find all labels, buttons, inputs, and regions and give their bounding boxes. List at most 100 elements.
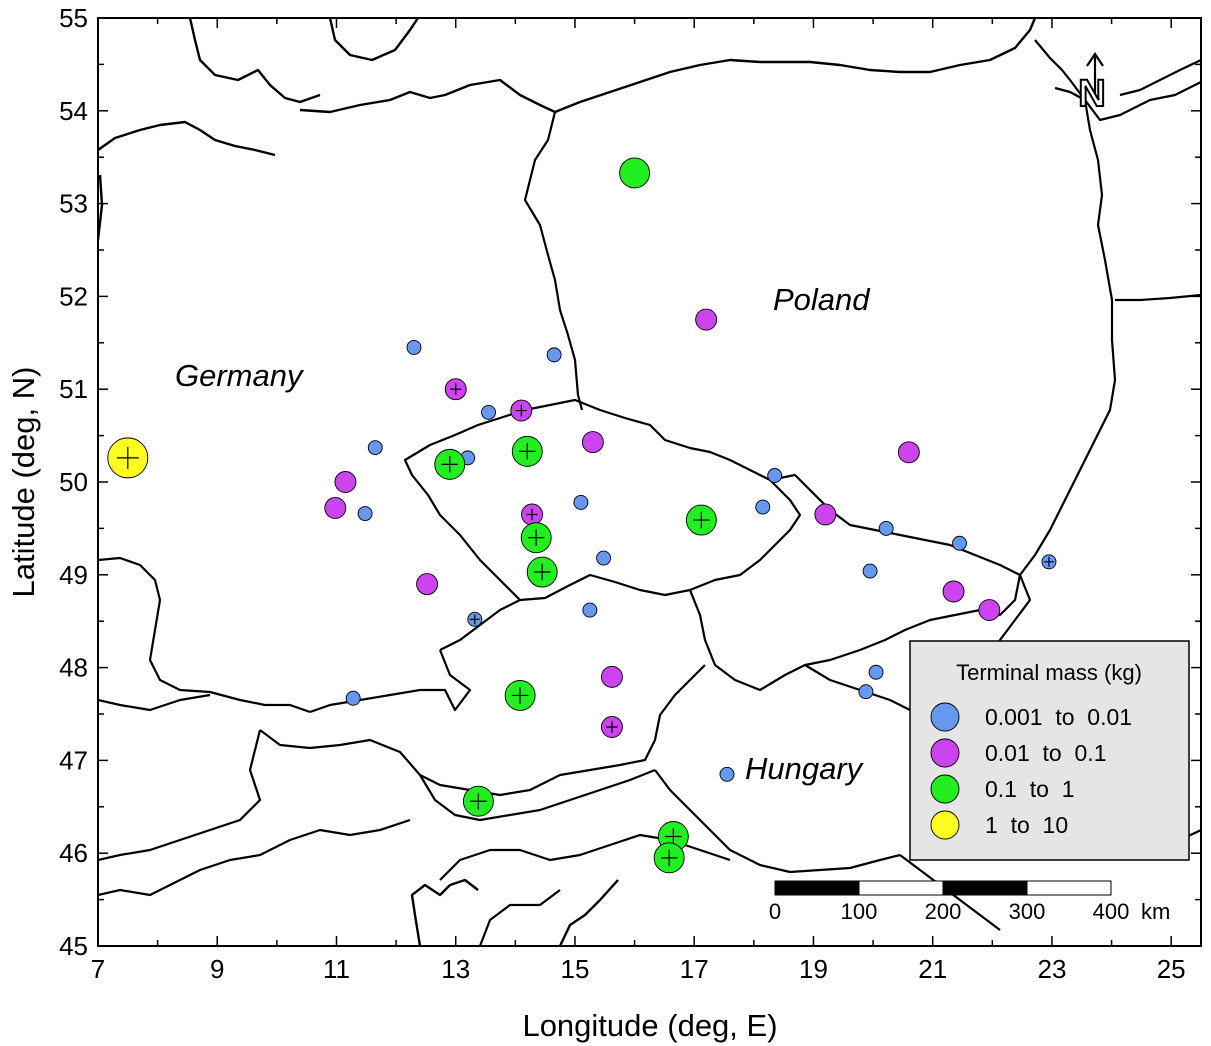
meteorite-marker	[978, 599, 1001, 622]
meteorite-marker	[862, 563, 878, 579]
y-tick-label: 46	[59, 838, 88, 868]
meteorite-point	[600, 665, 623, 688]
y-tick-label: 50	[59, 467, 88, 497]
cross-marker	[533, 563, 551, 581]
cross-marker	[470, 792, 487, 810]
coastline-adriatic	[410, 878, 619, 946]
north-arrow-icon	[1086, 52, 1104, 100]
meteorite-point	[695, 308, 718, 331]
x-tick-label: 15	[561, 954, 590, 984]
meteorite-point	[546, 347, 562, 363]
meteorite-marker	[367, 440, 383, 456]
meteorite-point	[334, 471, 357, 493]
y-axis-title: Latitude (deg, N)	[6, 367, 41, 598]
x-tick-label: 19	[799, 954, 828, 984]
meteorite-point	[520, 522, 552, 554]
cross-marker	[606, 721, 618, 733]
coastline-baltic	[299, 18, 1037, 114]
axis-ticks	[97, 17, 1201, 947]
meteorite-points	[107, 157, 1057, 874]
meteorite-point	[1041, 554, 1057, 570]
cross-marker	[665, 828, 682, 845]
meteorite-point	[619, 157, 651, 189]
x-tick-label: 17	[680, 954, 709, 984]
coastline-north-sea	[98, 120, 276, 241]
meteorite-point	[862, 563, 878, 579]
cross-marker	[515, 404, 528, 417]
meteorite-marker	[324, 497, 347, 519]
meteorite-point	[582, 602, 598, 618]
x-tick-label: 11	[323, 954, 350, 984]
meteorite-point	[581, 431, 604, 454]
meteorite-point	[573, 494, 589, 510]
meteorite-marker	[582, 602, 598, 618]
y-tick-label: 53	[59, 189, 88, 219]
cross-marker	[441, 456, 459, 473]
country-label-poland: Poland	[773, 282, 871, 317]
meteorite-marker	[596, 550, 612, 566]
cross-marker	[1043, 556, 1054, 567]
border-germany-west	[98, 556, 311, 714]
meteorite-point	[107, 437, 149, 479]
meteorite-point	[600, 716, 623, 738]
legend-entry: 0.01 to 0.1	[930, 738, 1106, 768]
meteorite-marker	[695, 308, 718, 331]
legend-label: 0.001 to 0.01	[985, 704, 1132, 730]
meteorite-marker	[952, 535, 967, 551]
meteorite-point	[345, 690, 361, 706]
scale-bar-label: 100	[841, 899, 878, 924]
north-arrow: N	[1077, 52, 1107, 116]
scale-bar-labels: 0 100 200 300 400	[769, 899, 1129, 924]
meteorite-point	[814, 503, 837, 526]
meteorite-point	[685, 504, 717, 536]
meteorite-point	[526, 556, 558, 588]
x-tick-label: 25	[1157, 954, 1186, 984]
coastline-denmark	[188, 18, 419, 104]
scale-bar-label: 300	[1009, 899, 1046, 924]
meteorite-point	[596, 550, 612, 566]
border-poland-east	[1019, 99, 1117, 576]
meteorite-point	[897, 441, 920, 464]
legend-marker	[930, 702, 960, 732]
y-tick-label: 49	[59, 560, 88, 590]
border-austria	[259, 599, 706, 797]
x-tick-label: 23	[1037, 954, 1066, 984]
scale-bar-unit: km	[1141, 899, 1170, 924]
meteorite-marker	[897, 441, 920, 464]
border-czech	[403, 398, 802, 602]
legend-label: 0.1 to 1	[985, 776, 1075, 802]
scale-bar-label: 0	[769, 899, 781, 924]
meteorite-point	[444, 378, 467, 401]
country-label-hungary: Hungary	[745, 751, 865, 786]
scale-bar-label: 400	[1093, 899, 1130, 924]
legend-marker	[930, 810, 960, 840]
meteorite-point	[481, 404, 496, 420]
legend-entries: 0.001 to 0.01 0.01 to 0.1 0.1 to 1 1 to 10	[930, 702, 1132, 840]
meteorite-point	[952, 535, 967, 551]
meteorite-point	[878, 520, 894, 536]
cross-marker	[693, 511, 710, 529]
y-tick-label: 51	[59, 374, 88, 404]
cross-marker	[469, 614, 480, 625]
legend-entry: 0.1 to 1	[930, 774, 1075, 804]
meteorite-point	[942, 580, 965, 603]
meteorite-marker	[858, 684, 874, 700]
legend-marker	[930, 738, 960, 768]
meteorite-point	[719, 766, 735, 782]
meteorite-point	[511, 435, 543, 467]
meteorite-marker	[814, 503, 837, 526]
border-germany-poland	[523, 111, 584, 411]
x-tick-label: 7	[91, 954, 105, 984]
cross-marker	[526, 508, 538, 521]
meteorite-point	[767, 468, 783, 483]
legend-entry: 0.001 to 0.01	[930, 702, 1132, 732]
y-tick-label: 55	[59, 3, 88, 33]
meteorite-marker	[942, 580, 965, 603]
scale-bar-segment	[774, 880, 860, 896]
y-tick-label: 54	[59, 96, 88, 126]
border-switzerland	[98, 693, 262, 862]
border-lithuania	[1119, 59, 1201, 97]
meteorite-marker	[357, 506, 373, 522]
meteorite-marker	[334, 471, 357, 493]
